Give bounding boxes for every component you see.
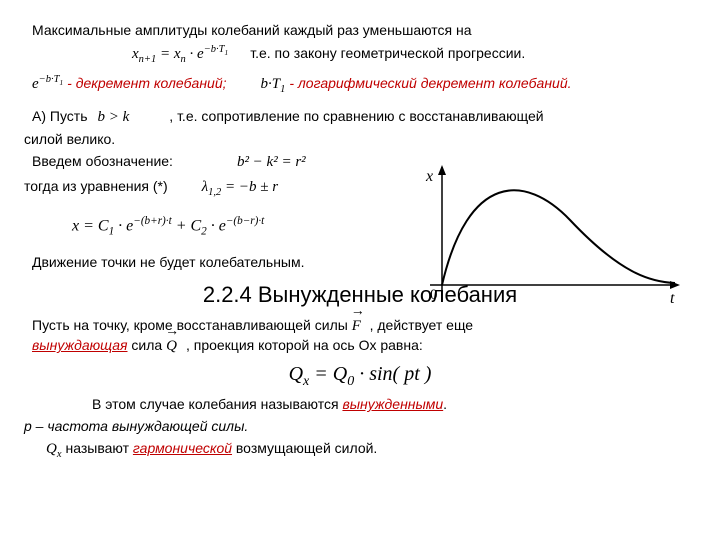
decrement-formula: e−b·T1 xyxy=(32,73,63,94)
decay-curve xyxy=(442,190,675,285)
qx-symbol: Qx xyxy=(46,439,62,462)
b-gt-k-formula: b > k xyxy=(98,107,130,127)
intro-text: Максимальные амплитуды колебаний каждый … xyxy=(32,21,698,40)
y-axis-arrow xyxy=(438,165,446,175)
y-axis-label: x xyxy=(425,168,433,185)
then-from-eq-text: тогда из уравнения (*) xyxy=(24,177,168,196)
decay-graph: x t 0 xyxy=(420,165,680,315)
r-squared-formula: b² − k² = r² xyxy=(237,152,306,172)
log-decrement-label: - логарифмический декремент колебаний. xyxy=(289,74,571,93)
log-decrement-formula: b·T1 xyxy=(261,74,286,97)
decrement-label: - декремент колебаний; xyxy=(67,74,226,93)
forced-intro: Пусть на точку, кроме восстанавливающей … xyxy=(32,316,698,357)
case-a-prefix: А) Пусть xyxy=(32,107,88,126)
harmonic-text: называют гармонической возмущающей силой… xyxy=(66,439,378,458)
geom-progression-text: т.е. по закону геометрической прогрессии… xyxy=(250,44,525,63)
p-frequency-text: p – частота вынуждающей силы. xyxy=(24,417,698,436)
qx-formula: Qx = Q0 · sin( pt ) xyxy=(22,361,698,392)
forced-called-text: В этом случае колебания называются вынуж… xyxy=(92,395,698,414)
case-a-text-2: силой велико. xyxy=(24,130,698,149)
case-a-text-1: , т.е. сопротивление по сравнению с восс… xyxy=(169,107,543,126)
lambda-formula: λ1,2 = −b ± r xyxy=(202,177,278,200)
notation-label: Введем обозначение: xyxy=(32,152,173,171)
origin-label: 0 xyxy=(430,287,438,303)
x-axis-label: t xyxy=(670,290,675,307)
amplitude-formula: xn+1 = xn · e−b·T1 xyxy=(132,43,228,67)
